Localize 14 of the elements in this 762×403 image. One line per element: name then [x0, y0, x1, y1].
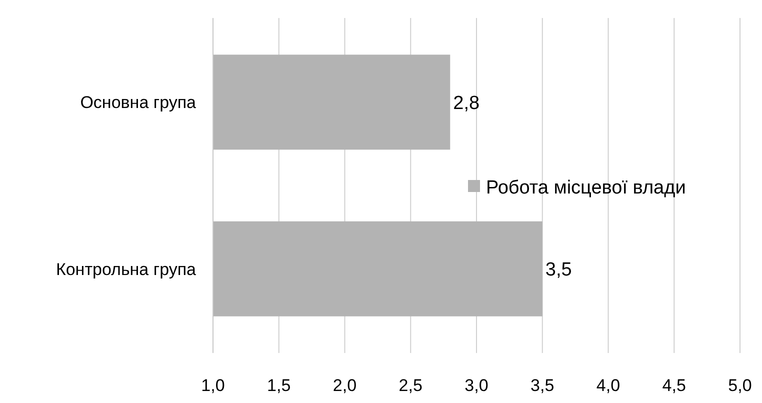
x-tick-label: 1,5 — [267, 376, 291, 395]
x-tick-label: 4,5 — [662, 376, 686, 395]
x-tick-label: 3,0 — [464, 376, 488, 395]
x-tick-label: 5,0 — [728, 376, 752, 395]
text: 3,5 — [545, 259, 572, 280]
x-tick-label: 3,5 — [530, 376, 554, 395]
y-tick-label: Контрольна група — [56, 260, 197, 279]
text: 2,8 — [453, 92, 480, 114]
x-tick-label: 2,0 — [332, 376, 357, 395]
legend-label: Робота місцевої влади — [486, 178, 686, 199]
x-tick-label: 4,0 — [596, 376, 620, 395]
x-tick-label: 2,5 — [398, 376, 422, 395]
y-tick-label: Основна група — [80, 93, 197, 112]
x-tick-label: 1,0 — [201, 376, 225, 395]
